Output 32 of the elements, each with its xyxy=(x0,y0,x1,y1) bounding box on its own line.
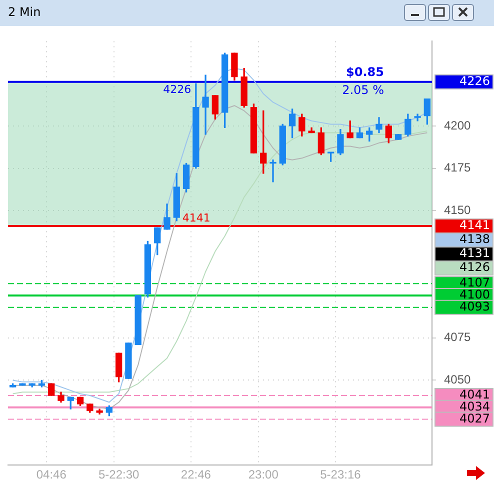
x-tick-label: 5-22:30 xyxy=(98,468,140,482)
ref-line-label: 4034 xyxy=(459,399,490,414)
text: 4226 xyxy=(459,74,490,88)
ref-line-label: 4041 xyxy=(459,388,490,402)
chart-title: 2 Min xyxy=(8,5,41,19)
y-tick-label: 4200 xyxy=(444,118,472,132)
y-tick-label: 4075 xyxy=(444,330,472,344)
y-tick-label: 4150 xyxy=(444,203,472,218)
candlestick xyxy=(19,383,26,386)
ref-line-label: 4100 xyxy=(459,288,490,302)
text: 4131 xyxy=(459,246,490,260)
y-tick-label: 4050 xyxy=(444,372,472,387)
ref-line-label: 4027 xyxy=(459,411,490,426)
candlestick xyxy=(125,342,132,379)
ref-line-label: 4226 xyxy=(163,83,192,96)
x-tick-label: 04:46 xyxy=(36,468,67,482)
ref-line-label: 4141 xyxy=(182,211,210,224)
x-tick-label: 23:00 xyxy=(248,468,279,482)
ref-line-label: 4093 xyxy=(459,299,490,314)
ref-line-label: 4107 xyxy=(459,276,490,290)
text: 4138 xyxy=(459,232,490,246)
text: 4141 xyxy=(459,218,490,232)
annotation: 2.05 % xyxy=(342,83,384,98)
candlestick xyxy=(394,134,402,140)
x-tick-label: 5-23:16 xyxy=(320,468,362,482)
y-tick-label: 4175 xyxy=(444,160,472,175)
candlestick xyxy=(414,114,421,122)
x-tick-label: 22:46 xyxy=(180,468,212,482)
candlestick xyxy=(134,295,142,345)
text: 4126 xyxy=(459,260,490,274)
candlestick xyxy=(48,383,55,396)
annotation: $0.85 xyxy=(346,65,384,80)
